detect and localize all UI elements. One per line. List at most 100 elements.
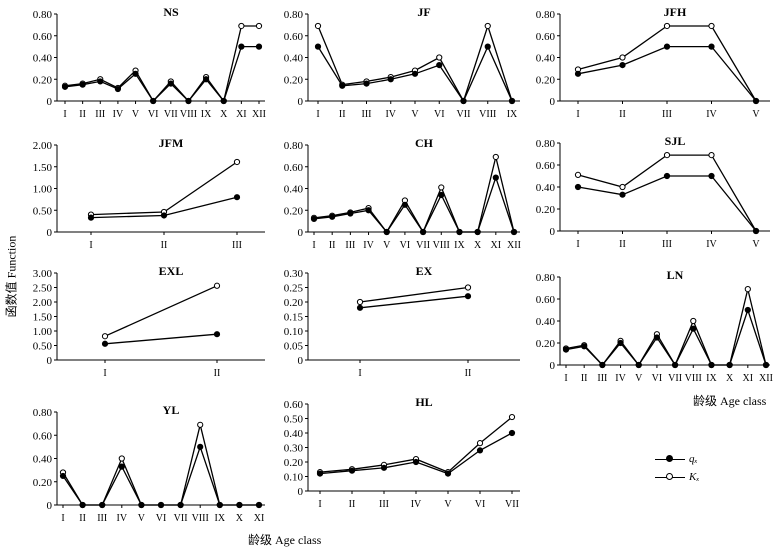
data-point-qx — [101, 340, 109, 347]
data-point-qx — [216, 501, 223, 509]
y-axis-title: 函数值 Function — [4, 235, 19, 318]
x-tick-label: XI — [491, 240, 502, 251]
data-point-qx — [59, 472, 67, 480]
y-tick-label: 0.20 — [284, 297, 304, 309]
legend-marker-hollow — [655, 472, 685, 482]
x-tick-label: I — [316, 109, 319, 120]
data-point-qx — [744, 306, 751, 314]
x-tick-label: V — [752, 109, 760, 120]
data-point-qx — [444, 470, 452, 477]
x-tick-label: IX — [706, 373, 717, 384]
y-tick-label: 0.60 — [284, 399, 304, 411]
data-point-qx — [635, 361, 642, 369]
data-point-qx — [347, 210, 354, 217]
y-tick-label: 0.10 — [284, 472, 304, 484]
series-line-qx — [104, 333, 218, 345]
data-point-qx — [356, 304, 364, 311]
x-tick-label: X — [474, 240, 482, 251]
data-point-qx — [726, 361, 733, 369]
y-tick-label: 0.25 — [284, 283, 304, 295]
x-tick-label: VI — [475, 499, 486, 510]
legend-item-kx: Kₓ — [655, 468, 699, 486]
data-point-qx — [213, 331, 221, 338]
y-tick-label: 0 — [298, 355, 304, 367]
x-tick-label: III — [662, 109, 672, 120]
x-tick-label: II — [214, 368, 221, 379]
y-tick-label: 0.40 — [284, 184, 304, 196]
data-point-qx — [132, 70, 139, 77]
y-tick-label: 0.20 — [33, 74, 53, 86]
data-point-qx — [663, 43, 671, 50]
x-tick-label: I — [103, 368, 106, 379]
series-line-qx — [565, 307, 767, 367]
data-point-qx — [177, 501, 184, 509]
x-tick-label: I — [61, 513, 64, 524]
y-tick-label: 2.50 — [33, 283, 53, 295]
x-tick-label: IV — [411, 499, 422, 510]
data-point-qx — [752, 227, 760, 235]
data-point-qx — [484, 43, 491, 50]
y-tick-label: 0.80 — [33, 9, 53, 21]
x-tick-label: VII — [457, 109, 471, 120]
x-axis-title-mid: 龄级 Age class — [693, 394, 767, 408]
x-tick-label: III — [345, 240, 355, 251]
x-tick-label: VI — [148, 109, 159, 120]
data-point-qx — [436, 62, 443, 69]
x-tick-label: II — [349, 499, 356, 510]
y-tick-label: 0.40 — [536, 53, 556, 65]
series-line-qx — [62, 444, 259, 506]
data-point-qx — [401, 201, 409, 208]
data-point-qx — [690, 325, 697, 332]
data-point-kx — [619, 54, 626, 61]
y-tick-label: 0.20 — [284, 457, 304, 469]
y-tick-label: 0.80 — [284, 140, 304, 152]
x-tick-label: X — [236, 513, 244, 524]
data-point-qx — [138, 501, 145, 509]
y-tick-label: 0.30 — [284, 268, 304, 280]
y-tick-label: 0 — [298, 486, 304, 498]
data-point-kx — [314, 22, 322, 30]
series-line-qx — [319, 432, 513, 475]
x-tick-label: X — [726, 373, 734, 384]
y-tick-label: 2.00 — [33, 297, 53, 309]
data-point-kx — [101, 333, 109, 340]
data-point-kx — [708, 22, 715, 30]
x-tick-label: V — [635, 373, 643, 384]
series-line-kx — [62, 424, 259, 506]
chart-title: SJL — [665, 134, 686, 148]
data-point-qx — [619, 62, 626, 69]
x-tick-label: IV — [113, 109, 124, 120]
data-point-qx — [599, 361, 606, 369]
data-point-kx — [464, 284, 472, 291]
x-tick-label: I — [318, 499, 321, 510]
x-tick-label: IV — [706, 239, 717, 250]
data-point-qx — [316, 470, 324, 477]
y-tick-label: 0.40 — [284, 53, 304, 65]
x-tick-label: II — [619, 109, 626, 120]
chart-yl: 00.200.400.600.80I II III IV V VI VII VIII IX X XI… — [33, 403, 265, 524]
data-point-qx — [220, 97, 227, 105]
x-tick-label: IV — [117, 513, 128, 524]
x-tick-label: I — [576, 109, 579, 120]
y-tick-label: 0.60 — [33, 31, 53, 43]
x-tick-label: VIII — [180, 109, 197, 120]
y-tick-label: 0.60 — [536, 160, 556, 172]
data-point-qx — [411, 70, 419, 77]
x-tick-label: V — [383, 240, 391, 251]
x-tick-label: III — [597, 373, 607, 384]
y-tick-label: 0.80 — [536, 272, 556, 284]
y-tick-label: 0.80 — [33, 407, 53, 419]
data-point-qx — [238, 43, 245, 50]
data-point-kx — [508, 413, 516, 421]
y-tick-label: 0 — [298, 227, 304, 239]
y-tick-label: 0.05 — [284, 341, 304, 353]
data-point-qx — [508, 97, 516, 105]
y-tick-label: 0.60 — [536, 31, 556, 43]
x-tick-label: IX — [507, 109, 518, 120]
x-tick-label: XII — [252, 109, 266, 120]
x-tick-label: I — [576, 239, 579, 250]
data-point-qx — [255, 43, 263, 50]
data-point-qx — [383, 228, 390, 236]
y-tick-label: 0.80 — [536, 138, 556, 150]
